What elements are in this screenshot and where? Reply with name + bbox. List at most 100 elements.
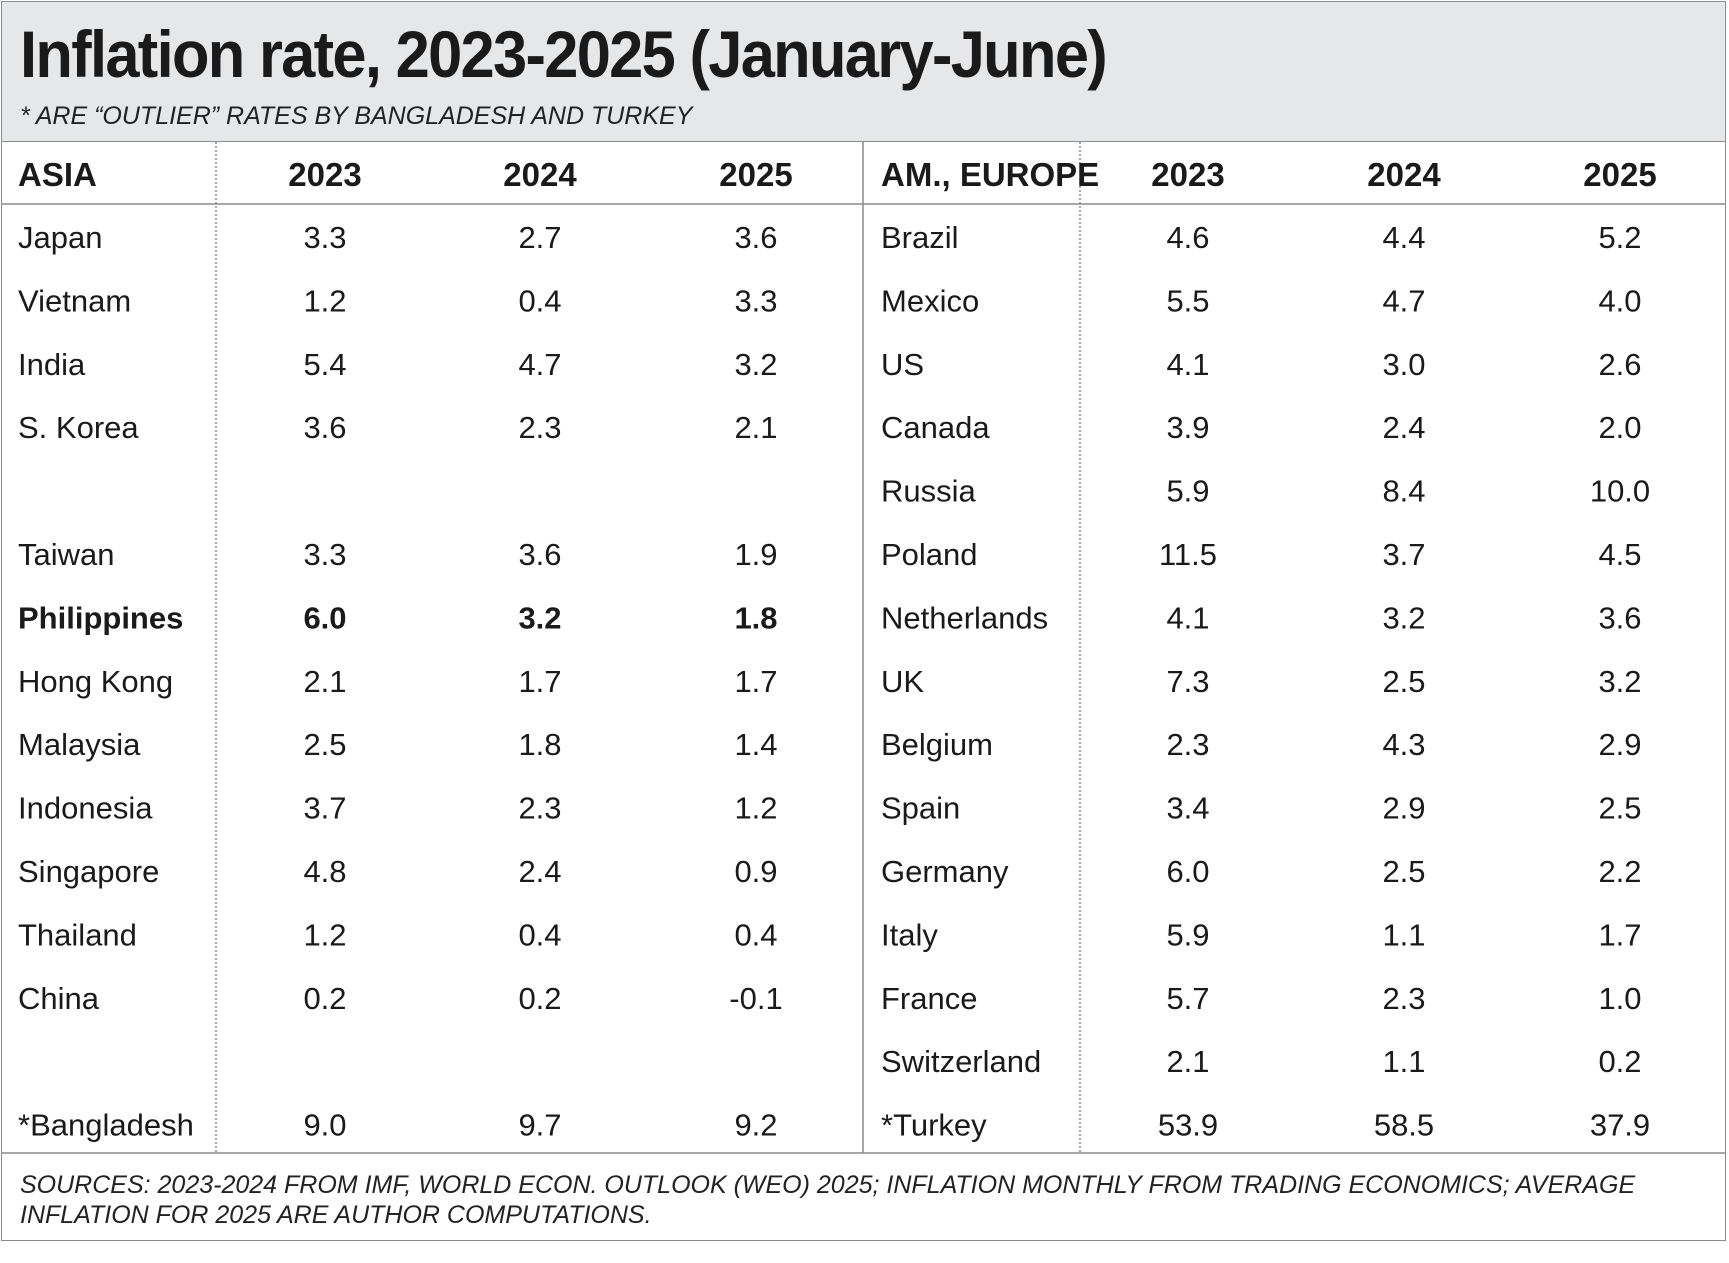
inflation-value: 4.7 <box>518 347 561 382</box>
inflation-value: 9.2 <box>734 1108 777 1143</box>
inflation-value: 5.9 <box>1166 917 1209 952</box>
inflation-value: 3.9 <box>1166 410 1209 445</box>
inflation-value: 2.5 <box>1382 664 1425 699</box>
inflation-value: 1.2 <box>303 283 346 318</box>
inflation-value: 3.2 <box>518 600 561 635</box>
inflation-value: 2.9 <box>1598 727 1641 762</box>
country-label: Belgium <box>881 727 993 762</box>
inflation-value: 1.8 <box>518 727 561 762</box>
inflation-value: 4.5 <box>1598 537 1641 572</box>
inflation-value: 2.1 <box>734 410 777 445</box>
inflation-value: 0.4 <box>518 283 561 318</box>
inflation-value: 3.3 <box>734 283 777 318</box>
inflation-value: 1.7 <box>734 664 777 699</box>
year-column-header: 2023 <box>288 156 361 193</box>
country-label: Italy <box>881 917 938 952</box>
sources-footnote: SOURCES: 2023-2024 FROM IMF, WORLD ECON.… <box>20 1171 1636 1229</box>
inflation-value: 3.6 <box>734 220 777 255</box>
country-label: *Turkey <box>881 1108 987 1143</box>
inflation-value: 11.5 <box>1159 537 1217 572</box>
inflation-value: -0.1 <box>729 981 782 1016</box>
inflation-value: 4.4 <box>1382 220 1425 255</box>
inflation-value: 2.0 <box>1598 410 1641 445</box>
inflation-value: 3.7 <box>1382 537 1425 572</box>
inflation-value: 0.2 <box>1598 1044 1641 1079</box>
outer-frame: Inflation rate, 2023-2025 (January-June)… <box>1 1 1726 1241</box>
inflation-value: 1.2 <box>303 917 346 952</box>
inflation-value: 2.3 <box>1166 727 1209 762</box>
inflation-value: 5.5 <box>1166 283 1209 318</box>
country-label: China <box>18 981 100 1016</box>
country-label: US <box>881 347 924 382</box>
country-label: *Bangladesh <box>18 1108 194 1143</box>
inflation-value: 5.4 <box>303 347 346 382</box>
inflation-value: 3.6 <box>303 410 346 445</box>
inflation-value: 4.0 <box>1598 283 1641 318</box>
inflation-value: 1.2 <box>734 791 777 826</box>
inflation-value: 0.2 <box>303 981 346 1016</box>
inflation-value: 3.3 <box>303 220 346 255</box>
country-label: Germany <box>881 854 1009 889</box>
year-column-header: 2024 <box>1367 156 1441 193</box>
inflation-value: 3.3 <box>303 537 346 572</box>
inflation-value: 1.8 <box>734 600 777 635</box>
inflation-value: 2.1 <box>1166 1044 1209 1079</box>
inflation-value: 7.3 <box>1166 664 1209 699</box>
inflation-value: 1.1 <box>1382 917 1425 952</box>
country-label: Japan <box>18 220 102 255</box>
country-label: Hong Kong <box>18 664 173 699</box>
inflation-value: 1.7 <box>1598 917 1641 952</box>
inflation-value: 2.4 <box>1382 410 1425 445</box>
country-label: Spain <box>881 791 960 826</box>
inflation-value: 3.6 <box>518 537 561 572</box>
inflation-value: 4.3 <box>1382 727 1425 762</box>
inflation-value: 6.0 <box>1166 854 1209 889</box>
inflation-value: 5.7 <box>1166 981 1209 1016</box>
inflation-value: 3.4 <box>1166 791 1209 826</box>
country-label: Singapore <box>18 854 159 889</box>
country-label: Switzerland <box>881 1044 1041 1079</box>
inflation-value: 1.1 <box>1382 1044 1425 1079</box>
inflation-value: 2.7 <box>518 220 561 255</box>
inflation-value: 4.1 <box>1166 600 1209 635</box>
country-label: Canada <box>881 410 990 445</box>
inflation-value: 4.6 <box>1166 220 1209 255</box>
group-header: AM., EUROPE <box>881 156 1099 193</box>
inflation-value: 6.0 <box>303 600 346 635</box>
inflation-value: 8.4 <box>1382 474 1425 509</box>
country-label: Malaysia <box>18 727 141 762</box>
header-band: Inflation rate, 2023-2025 (January-June)… <box>2 2 1725 142</box>
inflation-value: 2.4 <box>518 854 561 889</box>
inflation-value: 5.9 <box>1166 474 1209 509</box>
inflation-value: 3.2 <box>1598 664 1641 699</box>
inflation-value: 2.6 <box>1598 347 1641 382</box>
inflation-value: 2.3 <box>1382 981 1425 1016</box>
year-column-header: 2024 <box>503 156 577 193</box>
inflation-value: 2.5 <box>303 727 346 762</box>
inflation-value: 58.5 <box>1374 1108 1434 1143</box>
inflation-value: 0.4 <box>734 917 777 952</box>
country-label: France <box>881 981 977 1016</box>
country-label: Netherlands <box>881 600 1048 635</box>
country-label: S. Korea <box>18 410 139 445</box>
inflation-value: 3.2 <box>1382 600 1425 635</box>
inflation-value: 1.0 <box>1598 981 1641 1016</box>
inflation-value: 0.2 <box>518 981 561 1016</box>
inflation-value: 2.5 <box>1598 791 1641 826</box>
inflation-value: 3.0 <box>1382 347 1425 382</box>
country-label: Russia <box>881 474 977 509</box>
country-label: Taiwan <box>18 537 115 572</box>
inflation-value: 4.8 <box>303 854 346 889</box>
inflation-value: 53.9 <box>1158 1108 1218 1143</box>
inflation-value: 10.0 <box>1590 474 1650 509</box>
group-header: ASIA <box>18 156 97 193</box>
inflation-value: 3.2 <box>734 347 777 382</box>
inflation-value: 2.2 <box>1598 854 1641 889</box>
inflation-value: 9.0 <box>303 1108 346 1143</box>
country-label: Vietnam <box>18 283 131 318</box>
country-label: Poland <box>881 537 978 572</box>
inflation-value: 5.2 <box>1598 220 1641 255</box>
inflation-value: 4.7 <box>1382 283 1425 318</box>
inflation-value: 2.3 <box>518 791 561 826</box>
